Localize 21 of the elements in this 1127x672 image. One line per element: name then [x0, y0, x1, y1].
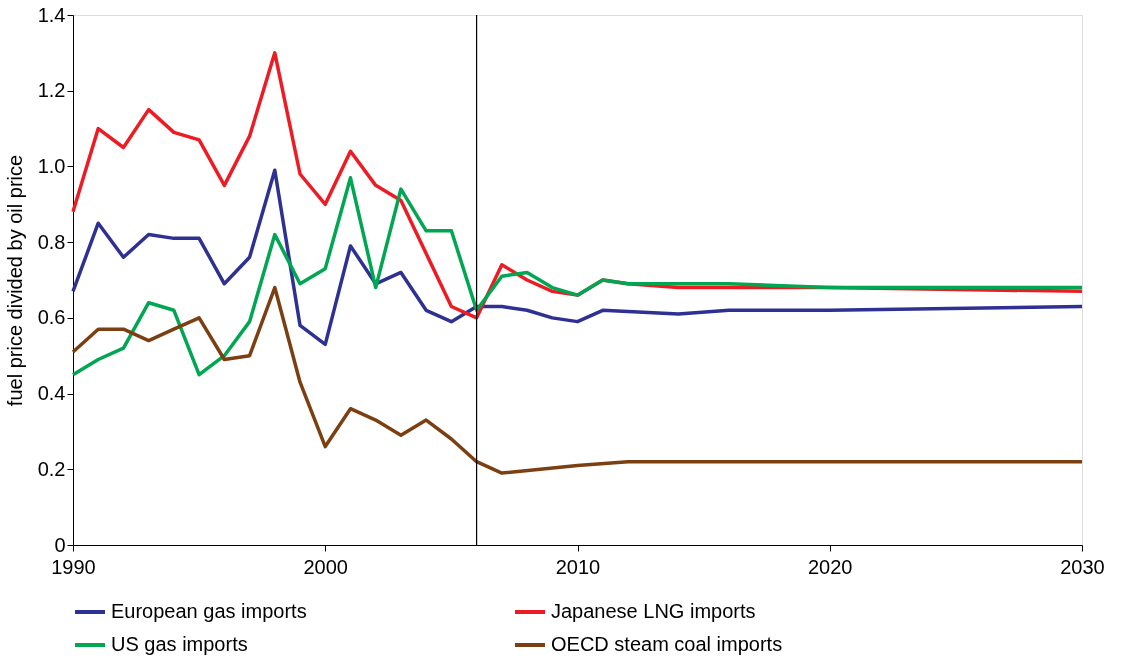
line-series: [71, 285, 1084, 475]
x-tick-label: 2030: [1060, 555, 1105, 578]
legend-label: Japanese LNG imports: [551, 600, 756, 622]
legend-label: European gas imports: [111, 600, 307, 622]
y-tick-label: 1.2: [37, 79, 66, 102]
x-tick-label: 2000: [303, 555, 348, 578]
y-tick-label: 0.8: [37, 230, 66, 253]
x-tick-label: 1990: [51, 555, 96, 578]
y-tick-label: 0.6: [37, 306, 66, 329]
legend-label: US gas imports: [111, 633, 248, 655]
line-series: [71, 176, 1084, 377]
y-axis-title: fuel price divided by oil price: [3, 154, 26, 407]
y-tick-label: 1.4: [37, 3, 66, 26]
y-tick-label: 0.2: [37, 457, 66, 480]
y-tick-label: 0.4: [37, 382, 66, 405]
y-tick-label: 1.0: [37, 154, 66, 177]
y-tick-label: 0: [54, 533, 66, 556]
x-tick-label: 2010: [555, 555, 601, 578]
x-tick-label: 2020: [808, 555, 853, 578]
line-series: [71, 168, 1084, 347]
legend-label: OECD steam coal imports: [551, 633, 783, 655]
